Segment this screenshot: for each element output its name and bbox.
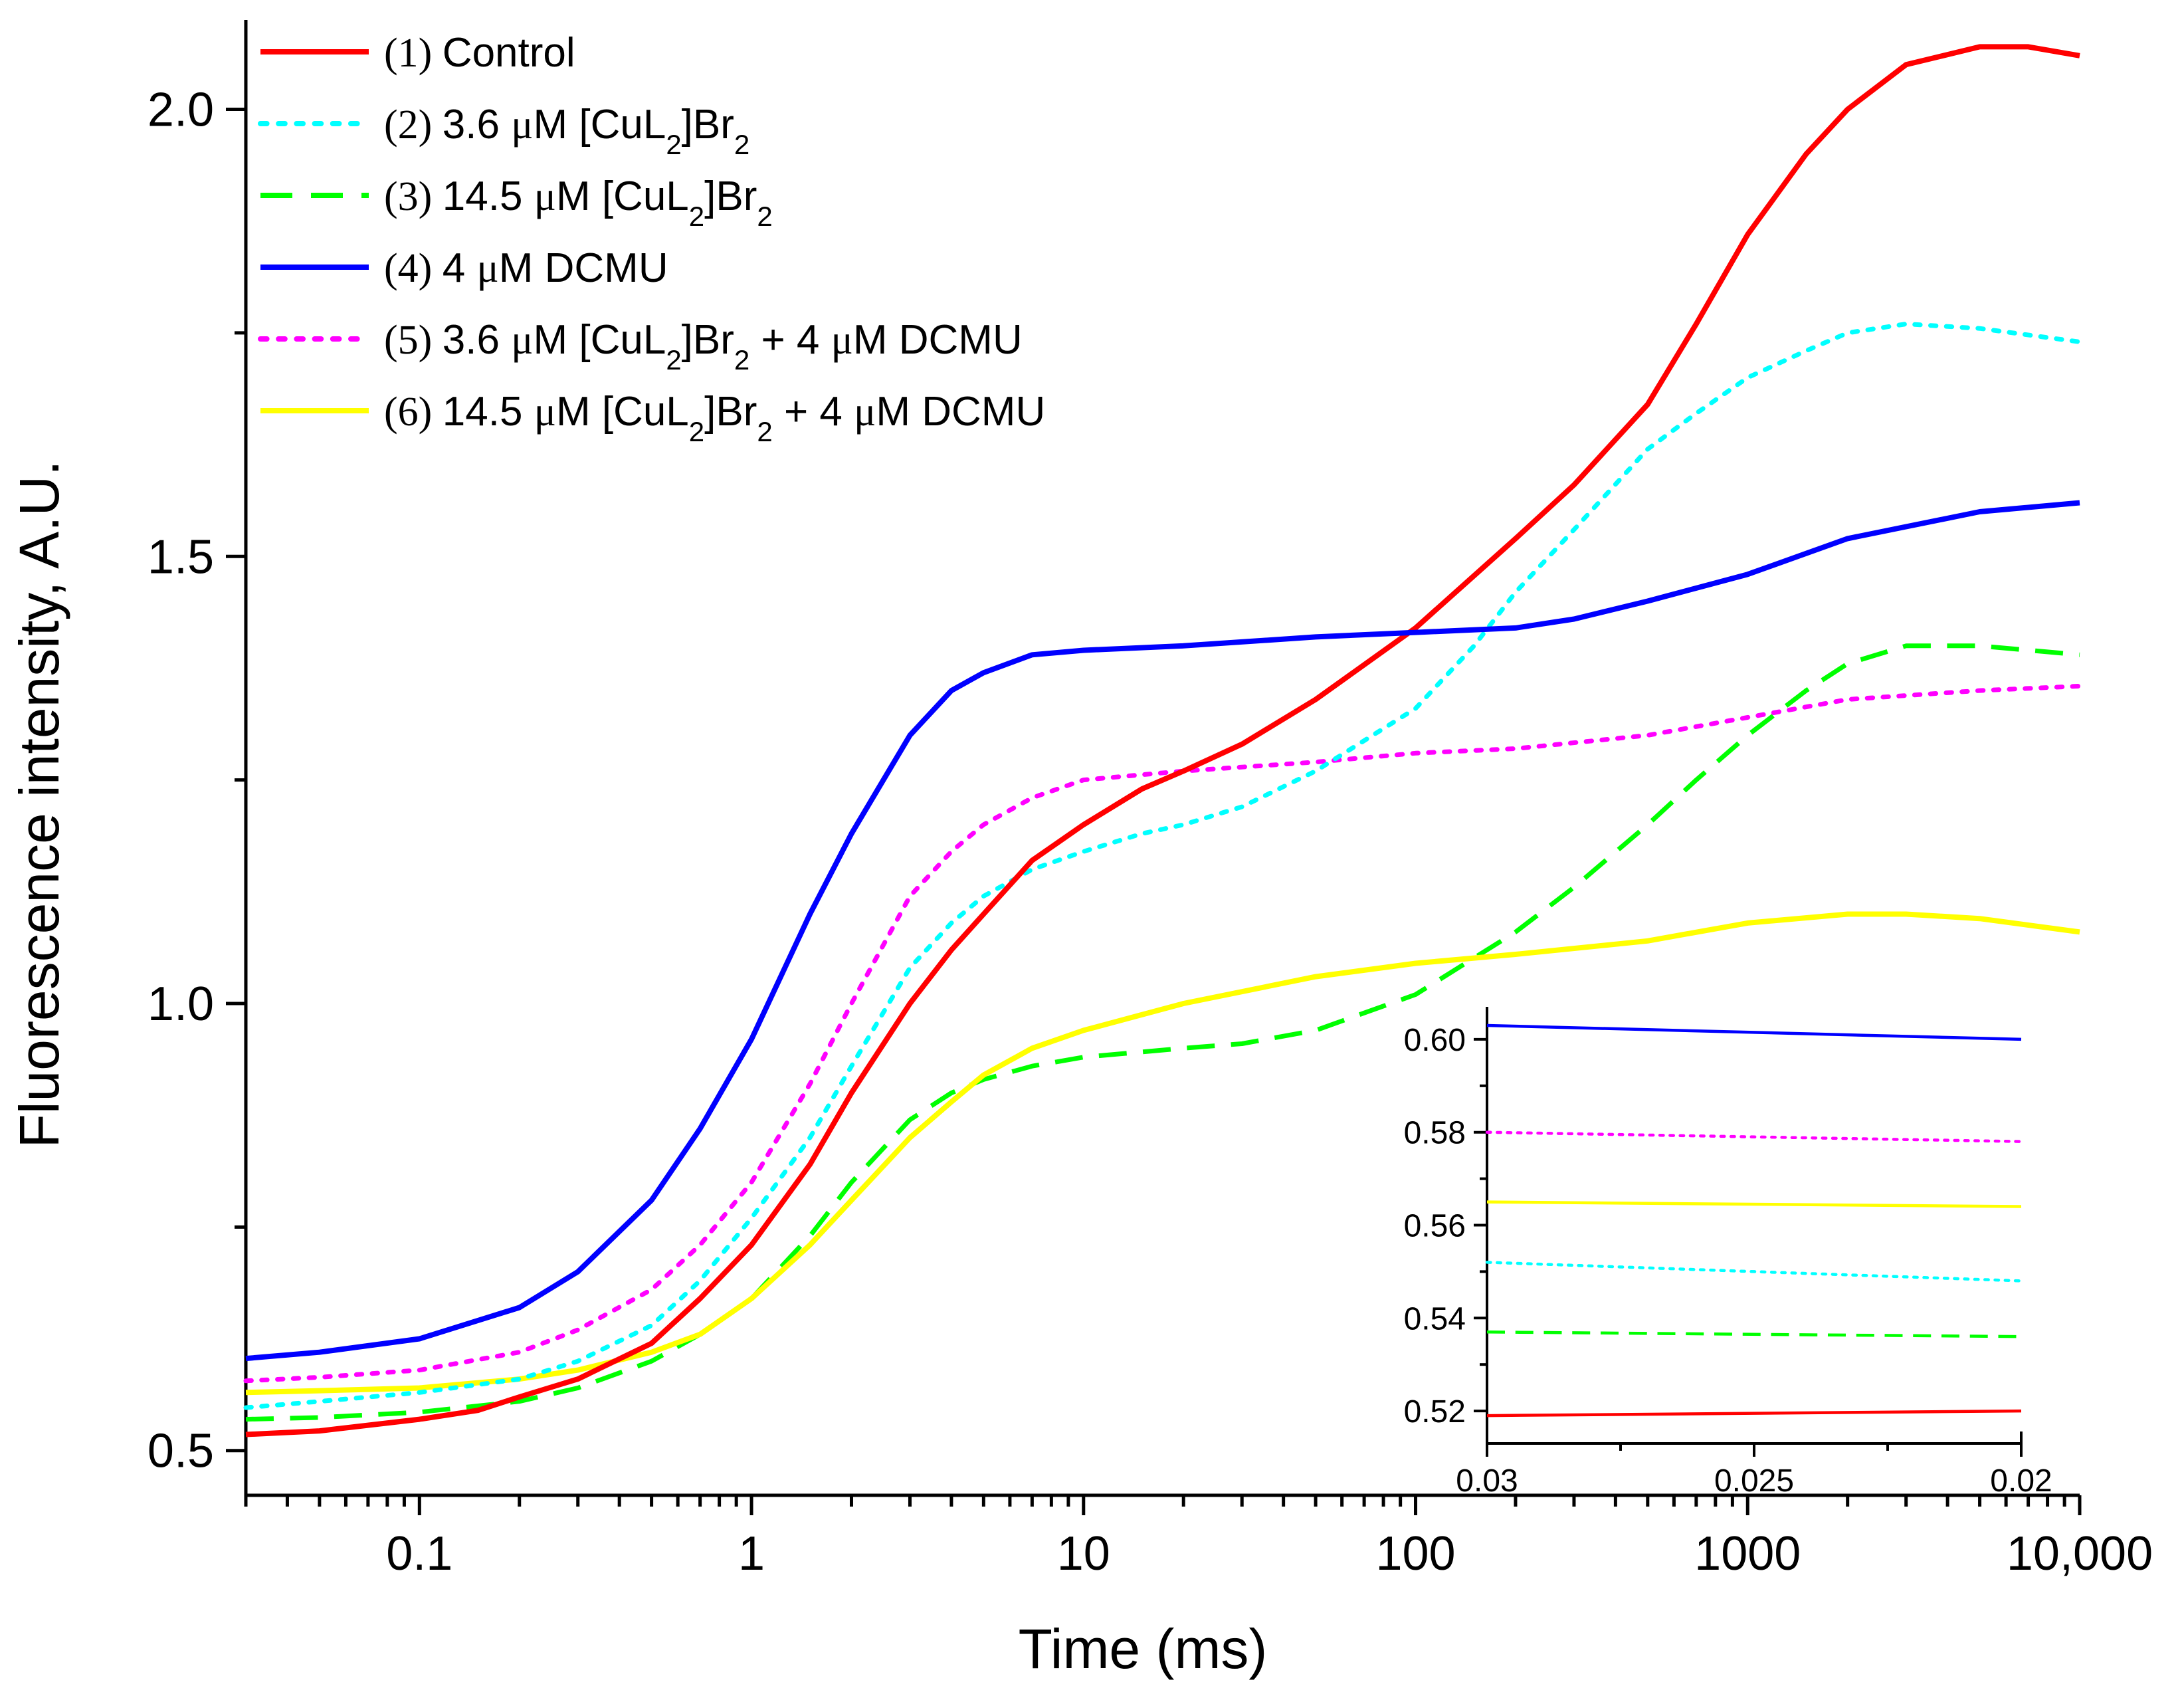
x-tick-label: 0.1 bbox=[386, 1527, 452, 1580]
legend-text-part: ]Br bbox=[704, 389, 757, 435]
inset-y-tick-label: 0.52 bbox=[1404, 1394, 1466, 1430]
series-line-3-14-5-m-cul2-br2 bbox=[245, 643, 2080, 1422]
legend-mu: μ bbox=[854, 389, 876, 435]
x-tick-label: 10 bbox=[1057, 1527, 1110, 1580]
inset-x-tick-label: 0.02 bbox=[1990, 1463, 2052, 1499]
legend-mu: μ bbox=[534, 389, 556, 435]
legend-subscript: 2 bbox=[734, 129, 749, 160]
legend-mu: μ bbox=[511, 102, 533, 148]
series-line-1-control bbox=[245, 44, 2080, 1437]
legend-subscript: 2 bbox=[666, 129, 681, 160]
legend-text-part: 14.5 bbox=[443, 173, 534, 219]
inset-y-tick-label: 0.54 bbox=[1404, 1301, 1466, 1336]
legend-subscript: 2 bbox=[757, 201, 772, 232]
inset-y-tick-label: 0.56 bbox=[1404, 1209, 1466, 1244]
inset-x-tick-label: 0.025 bbox=[1714, 1463, 1794, 1499]
legend-text-part: 3.6 bbox=[443, 317, 511, 363]
inset-line-5-3-6-m-cul2-br2-4-m-dcmu bbox=[1485, 1130, 2023, 1143]
legend-text-part: M [CuL bbox=[556, 389, 689, 435]
x-tick-label: 100 bbox=[1375, 1527, 1455, 1580]
legend-text-part: M DCMU bbox=[876, 389, 1045, 435]
legend-label-5-3-6-m-cul2-br2-4-m-dcmu: (5) 3.6 μM [CuL2]Br2 + 4 μM DCMU bbox=[384, 317, 1023, 375]
inset-line-6-14-5-m-cul2-br2-4-m-dcmu bbox=[1486, 1200, 2022, 1208]
legend-label-2-3-6-m-cul2-br2: (2) 3.6 μM [CuL2]Br2 bbox=[384, 102, 749, 160]
legend: (1) Control(2) 3.6 μM [CuL2]Br2(3) 14.5 … bbox=[258, 30, 1045, 447]
inset-line-1-control bbox=[1486, 1409, 2022, 1418]
legend-mu: μ bbox=[477, 246, 499, 291]
legend-subscript: 2 bbox=[734, 344, 749, 375]
legend-subscript: 2 bbox=[689, 416, 704, 447]
legend-text-part: 14.5 bbox=[443, 389, 534, 435]
legend-label-1-control: (1) Control bbox=[384, 30, 575, 76]
legend-text-part: ]Br bbox=[704, 173, 757, 219]
legend-label-3-14-5-m-cul2-br2: (3) 14.5 μM [CuL2]Br2 bbox=[384, 173, 773, 232]
x-tick-label: 1000 bbox=[1694, 1527, 1801, 1580]
series-line-5-3-6-m-cul2-br2-4-m-dcmu bbox=[243, 683, 2082, 1384]
series-line-6-14-5-m-cul2-br2-4-m-dcmu bbox=[245, 911, 2080, 1396]
legend-text-part: ]Br bbox=[682, 102, 734, 148]
legend-mu: μ bbox=[534, 174, 556, 219]
legend-text-part: ]Br bbox=[682, 317, 734, 363]
legend-text-part: + 4 bbox=[749, 317, 831, 363]
legend-label-6-14-5-m-cul2-br2-4-m-dcmu: (6) 14.5 μM [CuL2]Br2 + 4 μM DCMU bbox=[384, 389, 1045, 447]
x-tick-label: 10,000 bbox=[2007, 1527, 2153, 1580]
y-tick-label: 1.0 bbox=[148, 978, 214, 1031]
legend-text-part: M [CuL bbox=[533, 102, 666, 148]
legend-mu: μ bbox=[511, 318, 533, 363]
legend-text-part: 3.6 bbox=[443, 102, 511, 148]
inset-line-2-3-6-m-cul2-br2 bbox=[1485, 1261, 2023, 1283]
legend-number: (4) bbox=[384, 246, 443, 291]
legend-number: (6) bbox=[384, 389, 443, 435]
legend-text-part: M [CuL bbox=[556, 173, 689, 219]
legend-subscript: 2 bbox=[666, 344, 681, 375]
legend-subscript: 2 bbox=[757, 416, 772, 447]
inset-y-tick-label: 0.58 bbox=[1404, 1116, 1466, 1151]
inset-line-3-14-5-m-cul2-br2 bbox=[1486, 1330, 2022, 1338]
legend-number: (2) bbox=[384, 102, 443, 148]
legend-text-part: + 4 bbox=[773, 389, 854, 435]
inset-line-4-4-m-dcmu bbox=[1486, 1023, 2022, 1041]
series-line-2-3-6-m-cul2-br2 bbox=[243, 322, 2082, 1410]
y-tick-label: 2.0 bbox=[148, 84, 214, 137]
x-axis-label: Time (ms) bbox=[1019, 1618, 1268, 1680]
legend-mu: μ bbox=[831, 318, 853, 363]
series-line-4-4-m-dcmu bbox=[245, 500, 2080, 1362]
legend-text-part: M DCMU bbox=[853, 317, 1023, 363]
legend-text-part: Control bbox=[443, 30, 575, 76]
y-tick-label: 1.5 bbox=[148, 530, 214, 583]
legend-number: (1) bbox=[384, 31, 443, 76]
x-tick-label: 1 bbox=[738, 1527, 765, 1580]
legend-number: (3) bbox=[384, 174, 443, 219]
legend-text-part: 4 bbox=[443, 245, 477, 291]
inset-background bbox=[1487, 1007, 2021, 1443]
main-plot: 0.5 1.0 1.5 2.0 0.1 1 10 100 1000 10,000 Time (ms)… bbox=[8, 20, 2153, 1680]
legend-label-4-4-m-dcmu: (4) 4 μM DCMU bbox=[384, 245, 668, 291]
y-axis-label: Fluorescence intensity, A.U. bbox=[8, 461, 70, 1148]
legend-subscript: 2 bbox=[689, 201, 704, 232]
legend-text-part: M DCMU bbox=[499, 245, 668, 291]
inset-x-tick-label: 0.03 bbox=[1456, 1463, 1518, 1499]
legend-number: (5) bbox=[384, 318, 443, 363]
legend-text-part: M [CuL bbox=[533, 317, 666, 363]
inset-y-tick-label: 0.60 bbox=[1404, 1023, 1466, 1058]
inset-plot: 0.52 0.54 0.56 0.58 0.60 0.03 0.025 0.02 bbox=[1404, 1007, 2052, 1499]
y-tick-label: 0.5 bbox=[148, 1425, 214, 1478]
